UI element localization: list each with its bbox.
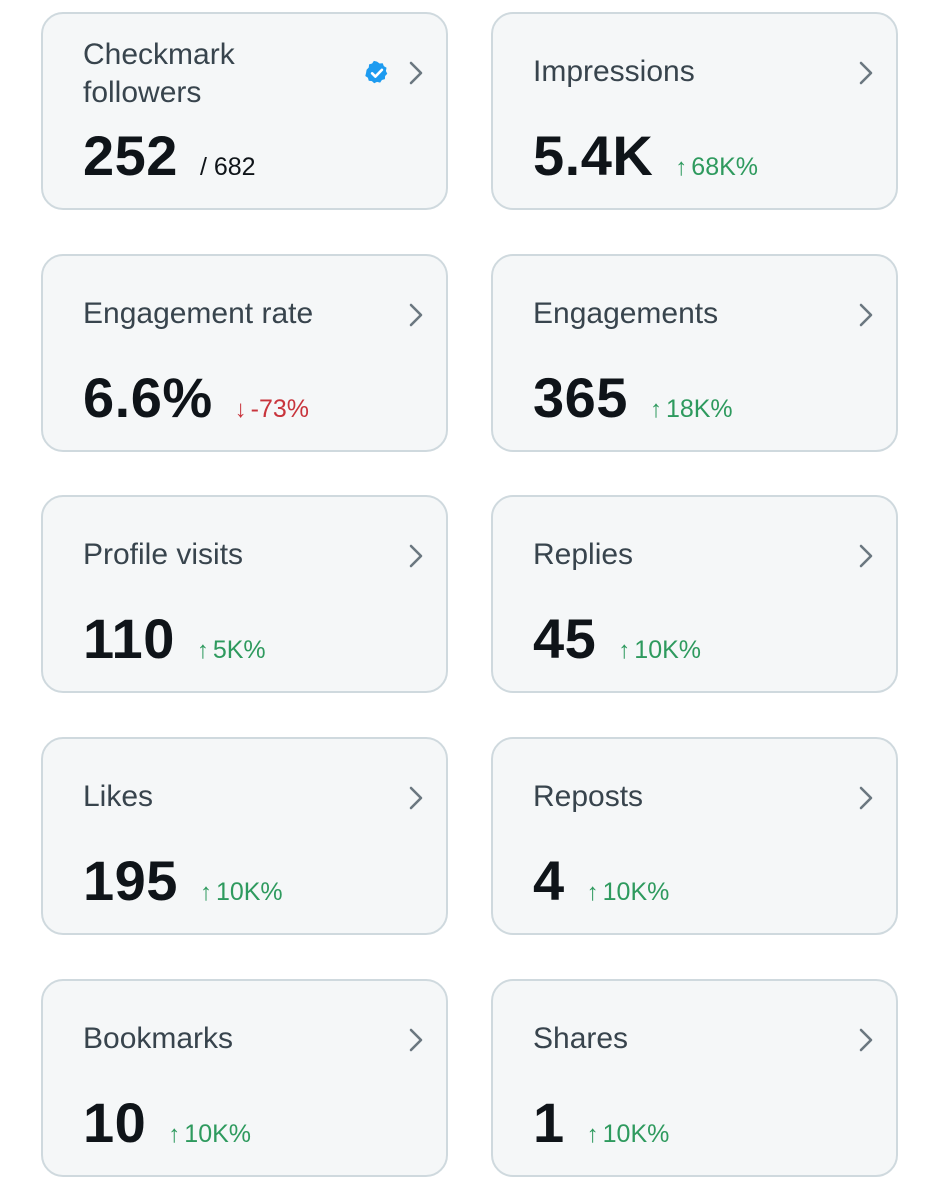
arrow-up-icon: ↑ bbox=[649, 396, 662, 423]
chevron-right-icon bbox=[859, 1028, 873, 1052]
delta-value: 10K% bbox=[634, 636, 702, 664]
arrow-up-icon: ↑ bbox=[618, 637, 631, 664]
delta-badge: ↑ 10K% bbox=[587, 878, 670, 907]
card-value-row: 195 ↑ 10K% bbox=[83, 851, 283, 911]
delta-value: 18K% bbox=[665, 395, 733, 423]
card-value-row: 365 ↑ 18K% bbox=[533, 368, 733, 428]
card-value: 6.6% bbox=[83, 366, 213, 429]
delta-value: 5K% bbox=[212, 636, 266, 664]
card-value: 195 bbox=[83, 849, 178, 912]
chevron-right-icon bbox=[859, 303, 873, 327]
delta-badge: ↑ 10K% bbox=[618, 636, 701, 665]
card-likes[interactable]: Likes 195 ↑ 10K% bbox=[41, 737, 448, 935]
card-value: 1 bbox=[533, 1091, 565, 1154]
card-title: Engagement rate bbox=[83, 297, 314, 330]
card-impressions[interactable]: Impressions 5.4K ↑ 68K% bbox=[491, 12, 898, 210]
chevron-right-icon bbox=[409, 61, 423, 85]
card-value: 365 bbox=[533, 366, 628, 429]
card-total: / 682 bbox=[199, 153, 256, 181]
arrow-up-icon: ↑ bbox=[168, 1121, 181, 1148]
card-bookmarks[interactable]: Bookmarks 10 ↑ 10K% bbox=[41, 979, 448, 1177]
card-value-row: 6.6% ↓ -73% bbox=[83, 368, 309, 428]
delta-value: -73% bbox=[250, 395, 310, 423]
chevron-right-icon bbox=[409, 303, 423, 327]
delta-value: 10K% bbox=[215, 878, 283, 906]
card-value-row: 110 ↑ 5K% bbox=[83, 609, 266, 669]
card-checkmark-followers[interactable]: Checkmark followers 252 / 682 bbox=[41, 12, 448, 210]
delta-badge: ↓ -73% bbox=[235, 395, 309, 424]
card-title: Impressions bbox=[533, 55, 695, 88]
verified-badge-icon bbox=[365, 60, 388, 84]
card-profile-visits[interactable]: Profile visits 110 ↑ 5K% bbox=[41, 495, 448, 693]
arrow-up-icon: ↑ bbox=[675, 154, 688, 181]
card-title: Engagements bbox=[533, 297, 719, 330]
card-value-row: 1 ↑ 10K% bbox=[533, 1093, 669, 1153]
arrow-up-icon: ↑ bbox=[586, 879, 599, 906]
chevron-right-icon bbox=[409, 1028, 423, 1052]
card-title: Profile visits bbox=[83, 538, 244, 571]
chevron-right-icon bbox=[409, 786, 423, 810]
delta-badge: ↑ 10K% bbox=[587, 1120, 670, 1149]
card-value: 4 bbox=[533, 849, 565, 912]
delta-badge: ↑ 10K% bbox=[168, 1120, 251, 1149]
card-value: 10 bbox=[83, 1091, 147, 1154]
chevron-right-icon bbox=[859, 544, 873, 568]
delta-value: 10K% bbox=[602, 1120, 670, 1148]
delta-value: 10K% bbox=[184, 1120, 252, 1148]
card-value-row: 10 ↑ 10K% bbox=[83, 1093, 251, 1153]
arrow-up-icon: ↑ bbox=[199, 879, 212, 906]
arrow-up-icon: ↑ bbox=[586, 1121, 599, 1148]
card-title: Reposts bbox=[533, 780, 644, 813]
card-title: Checkmark followers bbox=[83, 38, 235, 109]
delta-badge: ↑ 5K% bbox=[197, 636, 266, 665]
arrow-up-icon: ↑ bbox=[196, 637, 209, 664]
card-value: 45 bbox=[533, 607, 597, 670]
card-title: Shares bbox=[533, 1022, 629, 1055]
card-value: 5.4K bbox=[533, 124, 654, 187]
card-title: Bookmarks bbox=[83, 1022, 234, 1055]
delta-value: 68K% bbox=[691, 153, 759, 181]
card-title: Replies bbox=[533, 538, 634, 571]
card-value: 252 bbox=[83, 124, 178, 187]
card-value: 110 bbox=[83, 607, 175, 670]
chevron-right-icon bbox=[409, 544, 423, 568]
card-title: Likes bbox=[83, 780, 154, 813]
chevron-right-icon bbox=[859, 786, 873, 810]
card-reposts[interactable]: Reposts 4 ↑ 10K% bbox=[491, 737, 898, 935]
delta-badge: ↑ 68K% bbox=[675, 153, 758, 182]
arrow-down-icon: ↓ bbox=[234, 396, 247, 423]
chevron-right-icon bbox=[859, 61, 873, 85]
card-value-row: 4 ↑ 10K% bbox=[533, 851, 669, 911]
card-value-row: 45 ↑ 10K% bbox=[533, 609, 701, 669]
card-shares[interactable]: Shares 1 ↑ 10K% bbox=[491, 979, 898, 1177]
delta-badge: ↑ 10K% bbox=[200, 878, 283, 907]
card-engagement-rate[interactable]: Engagement rate 6.6% ↓ -73% bbox=[41, 254, 448, 452]
delta-value: 10K% bbox=[602, 878, 670, 906]
card-value-row: 5.4K ↑ 68K% bbox=[533, 126, 758, 186]
card-value-row: 252 / 682 bbox=[83, 126, 256, 186]
card-replies[interactable]: Replies 45 ↑ 10K% bbox=[491, 495, 898, 693]
card-engagements[interactable]: Engagements 365 ↑ 18K% bbox=[491, 254, 898, 452]
delta-badge: ↑ 18K% bbox=[650, 395, 733, 424]
